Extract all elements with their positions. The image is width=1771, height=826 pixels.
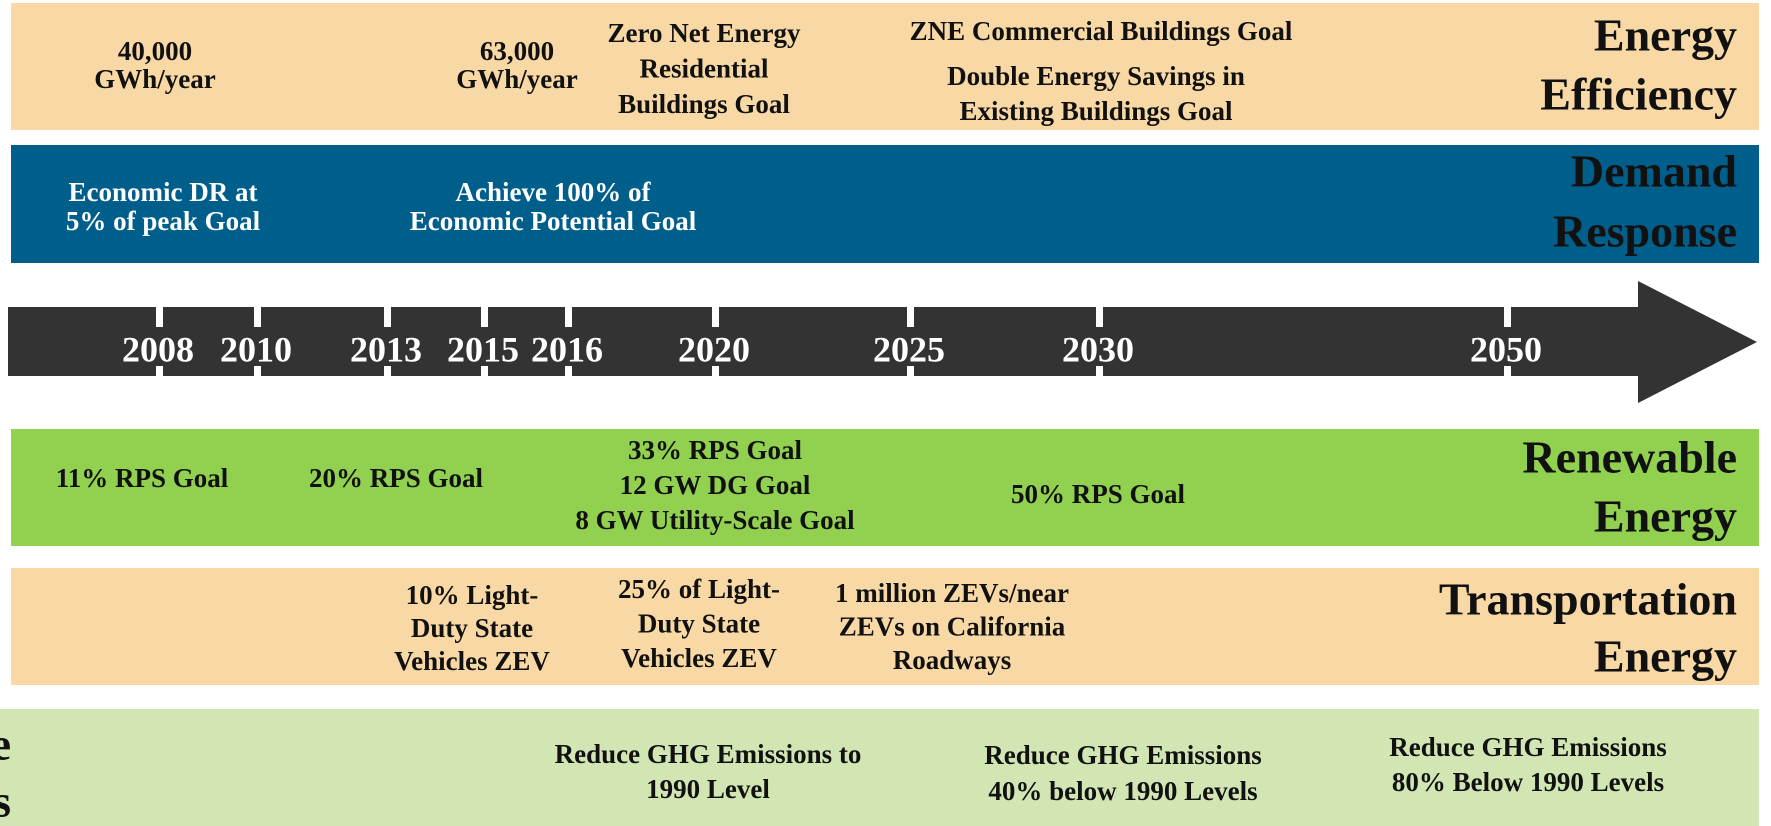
goal-text: GWh/year: [94, 64, 216, 94]
goal-text: 50% RPS Goal: [1011, 479, 1186, 509]
tick-bottom: [254, 366, 261, 376]
tick-bottom: [1096, 366, 1103, 376]
goal-text: Economic Potential Goal: [410, 206, 697, 236]
year-label: 2008: [122, 329, 194, 369]
band-ghg: [0, 709, 1759, 826]
band-title: Efficiency: [1540, 69, 1737, 120]
year-label: 2015: [447, 329, 519, 369]
goal-text: 20% RPS Goal: [309, 463, 484, 493]
timeline-bar: [8, 307, 1640, 376]
year-label: 2013: [350, 329, 422, 369]
goal-text: 10% Light-: [406, 580, 539, 610]
goal-text: Double Energy Savings in: [947, 61, 1245, 91]
tick-bottom: [565, 366, 572, 376]
goal-text: Vehicles ZEV: [394, 646, 550, 676]
band-title: Demand: [1571, 146, 1738, 197]
goal-text: 12 GW DG Goal: [620, 470, 811, 500]
band-title: Energy: [1594, 631, 1737, 682]
tick-top: [565, 307, 572, 327]
goal-text: 40% below 1990 Levels: [988, 776, 1257, 806]
goal-text: Roadways: [893, 645, 1012, 675]
tick-bottom: [712, 366, 719, 376]
tick-bottom: [907, 366, 914, 376]
tick-top: [907, 307, 914, 327]
goal-text: Economic DR at: [69, 177, 258, 207]
year-label: 2030: [1062, 329, 1134, 369]
band-title: Response: [1553, 206, 1737, 257]
goal-text: GWh/year: [456, 64, 578, 94]
tick-bottom: [384, 366, 391, 376]
timeline-arrowhead: [1638, 281, 1757, 403]
goal-text: 11% RPS Goal: [56, 463, 229, 493]
goal-text: Vehicles ZEV: [621, 643, 777, 673]
tick-bottom: [156, 366, 163, 376]
band-energy-efficiency: [11, 3, 1759, 130]
band-title: Greenhouse: [0, 719, 11, 770]
year-label: 2016: [531, 329, 603, 369]
goal-text: Residential: [639, 54, 769, 84]
tick-top: [712, 307, 719, 327]
band-title: Transportation: [1439, 574, 1737, 625]
tick-top: [481, 307, 488, 327]
goal-text: 80% Below 1990 Levels: [1392, 767, 1664, 797]
tick-bottom: [481, 366, 488, 376]
goal-text: Reduce GHG Emissions: [984, 740, 1262, 770]
tick-top: [1096, 307, 1103, 327]
tick-top: [1504, 307, 1511, 327]
year-label: 2050: [1470, 329, 1542, 369]
goal-text: 1 million ZEVs/near: [835, 578, 1069, 608]
goal-text: 1990 Level: [646, 774, 770, 804]
goal-text: Zero Net Energy: [608, 18, 801, 48]
goal-text: 25% of Light-: [618, 574, 780, 604]
tick-top: [156, 307, 163, 327]
year-label: 2025: [873, 329, 945, 369]
year-label: 2010: [220, 329, 292, 369]
goal-text: Duty State: [638, 609, 760, 639]
tick-top: [384, 307, 391, 327]
goal-text: ZEVs on California: [839, 612, 1066, 642]
labels: EnergyEfficiency40,000GWh/year63,000GWh/…: [0, 10, 1737, 826]
tick-bottom: [1504, 366, 1511, 376]
tick-top: [254, 307, 261, 327]
goal-text: 63,000: [480, 36, 554, 66]
goal-text: Reduce GHG Emissions: [1389, 732, 1667, 762]
goal-text: Buildings Goal: [618, 89, 790, 119]
goal-text: 40,000: [118, 36, 192, 66]
band-title: Renewable: [1522, 432, 1737, 483]
band-demand-response: [11, 145, 1759, 263]
band-title: Energy: [1594, 491, 1737, 542]
goal-text: 8 GW Utility-Scale Goal: [575, 505, 855, 535]
goal-text: Existing Buildings Goal: [959, 96, 1233, 126]
band-transportation: [11, 568, 1759, 685]
band-title: Gas Reductions: [0, 776, 11, 826]
goal-text: ZNE Commercial Buildings Goal: [910, 16, 1293, 46]
goal-text: 33% RPS Goal: [628, 435, 803, 465]
goal-text: Duty State: [411, 613, 533, 643]
goal-text: 5% of peak Goal: [66, 206, 261, 236]
goal-text: Achieve 100% of: [456, 177, 652, 207]
band-title: Energy: [1594, 10, 1737, 61]
goal-text: Reduce GHG Emissions to: [555, 739, 862, 769]
band-renewable-energy: [11, 429, 1759, 546]
year-label: 2020: [678, 329, 750, 369]
